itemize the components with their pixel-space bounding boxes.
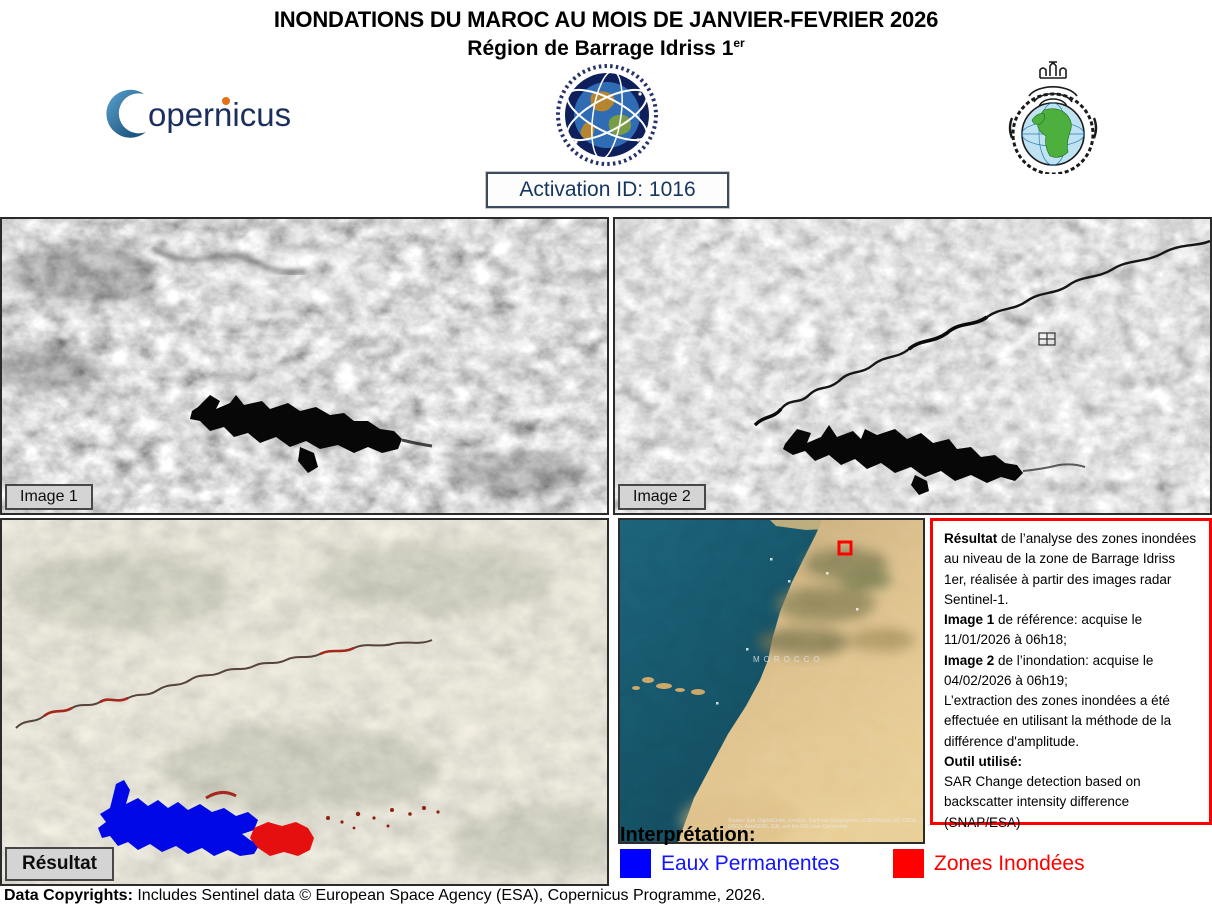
aoi-marker xyxy=(837,540,853,556)
page-title: INONDATIONS DU MAROC AU MOIS DE JANVIER-… xyxy=(273,7,939,32)
info-paragraph-image2: Image 2 de l’inondation: acquise le 04/0… xyxy=(944,651,1198,692)
info-result-bold: Résultat xyxy=(944,531,998,546)
image1-label: Image 1 xyxy=(5,484,93,510)
copernicus-crescent-icon: opernicus xyxy=(106,89,291,138)
analysis-info-box: Résultat de l’analyse des zones inondées… xyxy=(930,518,1212,830)
subtitle-text: Région de Barrage Idriss 1 xyxy=(467,37,734,60)
sar-image1 xyxy=(2,219,607,513)
activation-id-label: Activation ID: 1016 xyxy=(519,178,696,201)
info-paragraph-result: Résultat de l’analyse des zones inondées… xyxy=(944,529,1198,610)
legend-item-permanent-water: Eaux Permanentes xyxy=(620,849,840,878)
info-image2-bold: Image 2 xyxy=(944,652,995,668)
sar-image1-panel: Image 1 xyxy=(0,217,609,515)
info-paragraph-image1: Image 1 de référence: acquise le 11/01/2… xyxy=(944,610,1198,651)
info-result-text: de l’analyse des zones inondées au nivea… xyxy=(944,531,1197,607)
result-label: Résultat xyxy=(5,847,114,881)
info-image1-text: de référence: acquise le 11/01/2026 à 06… xyxy=(944,612,1143,648)
result-panel: Résultat xyxy=(0,518,609,886)
activation-id-box: Activation ID: 1016 xyxy=(485,171,730,209)
image2-label: Image 2 xyxy=(618,484,706,510)
result-label-text: Résultat xyxy=(22,853,97,874)
crts-morocco-logo xyxy=(996,58,1110,176)
flooded-zones-swatch xyxy=(893,849,924,878)
city-dots xyxy=(716,558,859,705)
info-paragraph-tool-heading: Outil utilisé: xyxy=(944,753,1023,769)
info-image1-bold: Image 1 xyxy=(944,612,995,627)
sar-image2 xyxy=(615,219,1210,513)
permanent-water xyxy=(98,780,260,856)
canary-islands xyxy=(632,677,705,695)
reservoir-water-body-1 xyxy=(190,395,402,453)
info-paragraph-method: L’extraction des zones inondées a été ef… xyxy=(944,693,1172,749)
flood-speckles xyxy=(326,806,440,830)
reservoir-water-body-2 xyxy=(783,425,1023,483)
data-copyright: Data Copyrights: Includes Sentinel data … xyxy=(4,887,766,905)
copyright-text: Includes Sentinel data © European Space … xyxy=(132,887,766,904)
legend-heading: Interprétation: xyxy=(620,824,756,846)
subtitle-superscript: er xyxy=(733,36,745,50)
charter-globe-icon xyxy=(555,63,659,167)
permanent-water-swatch xyxy=(620,849,651,878)
international-charter-logo xyxy=(536,60,678,170)
image2-label-text: Image 2 xyxy=(633,488,691,505)
page-subtitle: Région de Barrage Idriss 1er xyxy=(0,36,1212,61)
result-image xyxy=(2,520,607,884)
locator-map: MOROCCO Source: Esri, DigitalGlobe, GeoE… xyxy=(620,520,923,842)
flooded-zones-label: Zones Inondées xyxy=(934,851,1085,875)
map-attribution: Source: Esri, DigitalGlobe, GeoEye, Eart… xyxy=(728,818,918,830)
permanent-water-label: Eaux Permanentes xyxy=(661,851,840,875)
image1-label-text: Image 1 xyxy=(20,488,78,505)
legend: Eaux Permanentes Zones Inondées xyxy=(620,849,1212,883)
flooded-river-segments xyxy=(43,646,355,718)
info-image2-text: de l’inondation: acquise le 04/02/2026 à… xyxy=(944,652,1154,688)
flooded-zone xyxy=(250,822,314,856)
sar-image2-panel: Image 2 xyxy=(613,217,1212,515)
crts-crest-icon xyxy=(1008,61,1098,176)
grid-symbol xyxy=(1038,332,1056,346)
legend-item-flooded-zones: Zones Inondées xyxy=(893,849,1085,878)
copernicus-logo: opernicus xyxy=(106,84,318,142)
locator-map-panel: MOROCCO Source: Esri, DigitalGlobe, GeoE… xyxy=(618,518,925,844)
copernicus-wordmark: opernicus xyxy=(148,96,291,133)
info-paragraph-tool: SAR Change detection based on backscatte… xyxy=(944,774,1141,830)
map-country-label: MOROCCO xyxy=(753,655,824,664)
copyright-bold: Data Copyrights: xyxy=(4,887,133,904)
